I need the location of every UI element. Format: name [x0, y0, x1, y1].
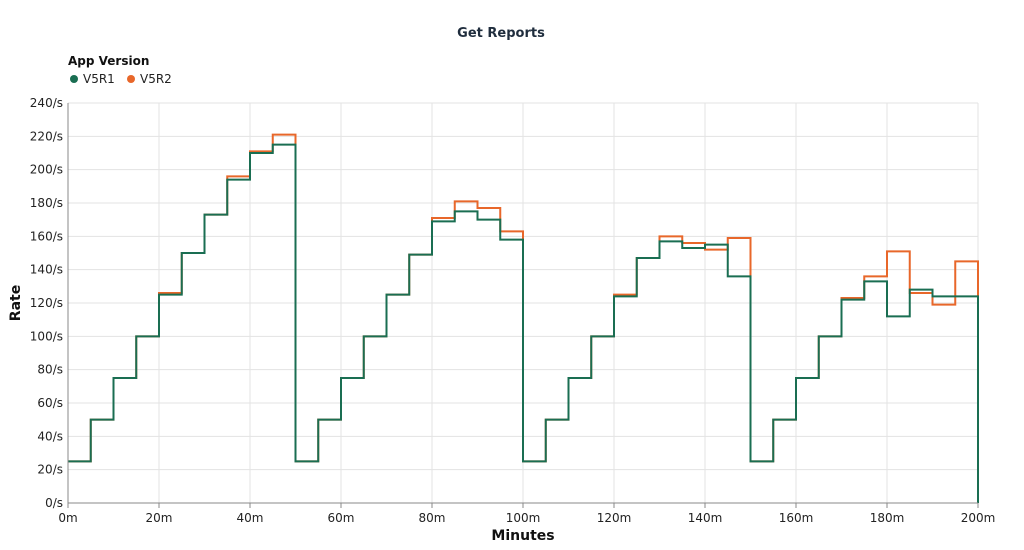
legend-title: App Version — [68, 54, 149, 68]
x-axis-label: Minutes — [491, 528, 554, 544]
y-tick-label: 140/s — [30, 263, 63, 277]
x-tick-label: 160m — [779, 511, 814, 525]
x-tick-label: 0m — [58, 511, 77, 525]
series-line-v5r1 — [68, 143, 979, 503]
x-tick-label: 200m — [961, 511, 996, 525]
y-tick-label: 200/s — [30, 163, 63, 177]
y-tick-label: 40/s — [37, 429, 63, 443]
y-tick-label: 240/s — [30, 96, 63, 110]
y-axis-label: Rate — [8, 285, 24, 321]
x-tick-label: 80m — [419, 511, 446, 525]
legend-label-v5r2: V5R2 — [140, 72, 172, 86]
chart-title: Get Reports — [457, 26, 545, 41]
y-tick-label: 180/s — [30, 196, 63, 210]
y-tick-label: 60/s — [37, 396, 63, 410]
plot-series — [68, 133, 979, 503]
y-tick-label: 120/s — [30, 296, 63, 310]
legend-marker-v5r1 — [70, 75, 78, 83]
y-tick-label: 100/s — [30, 329, 63, 343]
legend: V5R1 V5R2 — [70, 72, 172, 86]
x-tick-label: 100m — [506, 511, 541, 525]
y-tick-label: 160/s — [30, 229, 63, 243]
y-tick-label: 0/s — [45, 496, 63, 510]
x-tick-label: 120m — [597, 511, 632, 525]
y-tick-label: 20/s — [37, 463, 63, 477]
x-tick-label: 180m — [870, 511, 905, 525]
legend-label-v5r1: V5R1 — [83, 72, 115, 86]
x-axis-ticks: 0m 20m 40m 60m 80m 100m 120m 140m 160m 180m 200m — [58, 503, 995, 525]
legend-marker-v5r2 — [127, 75, 135, 83]
x-tick-label: 20m — [146, 511, 173, 525]
y-tick-label: 80/s — [37, 363, 63, 377]
y-tick-label: 220/s — [30, 129, 63, 143]
x-tick-label: 140m — [688, 511, 723, 525]
y-axis-ticks: 0/s 20/s 40/s 60/s 80/s 100/s 120/s 140/s 160/s 1… — [30, 96, 63, 510]
x-tick-label: 60m — [328, 511, 355, 525]
x-tick-label: 40m — [237, 511, 264, 525]
